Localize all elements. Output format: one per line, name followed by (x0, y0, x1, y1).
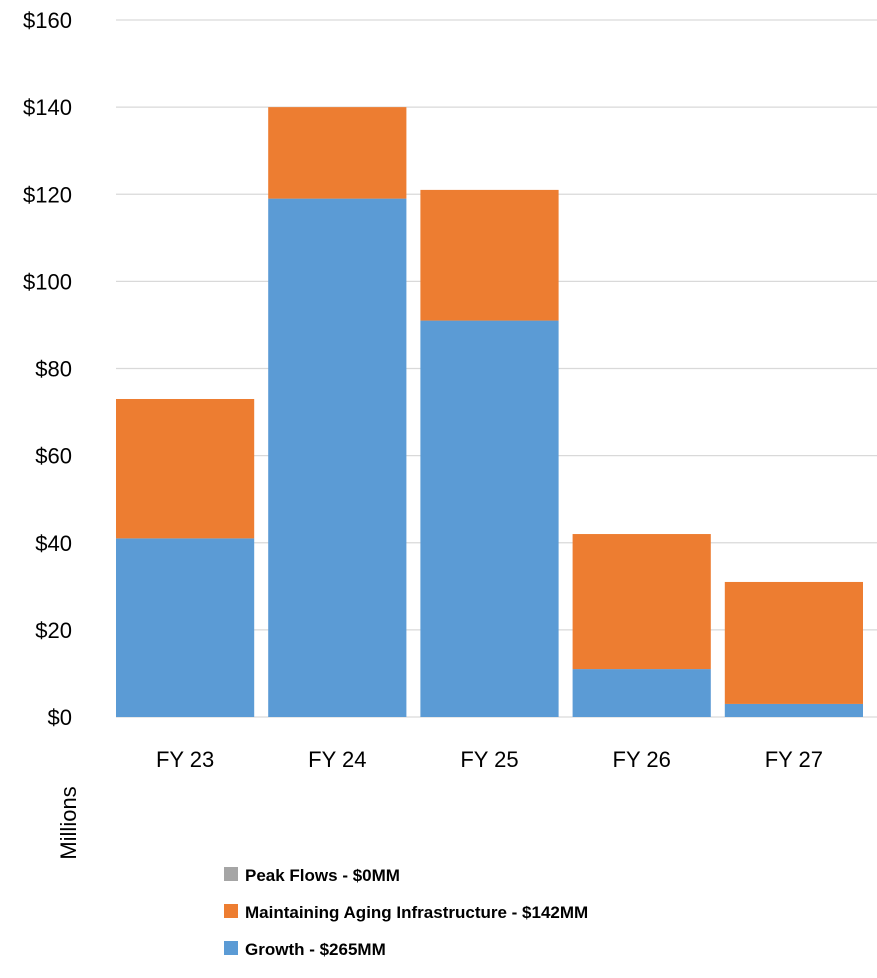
legend-label: Maintaining Aging Infrastructure - $142M… (245, 903, 588, 922)
bar-segment (572, 669, 711, 717)
y-tick-label: $140 (23, 95, 72, 120)
legend-swatch (224, 867, 238, 881)
legend-label: Peak Flows - $0MM (245, 866, 400, 885)
y-axis-tick-labels: $0 $20 $40 $60 $80 $100 $120 $140 $160 (23, 8, 72, 730)
legend-label: Growth - $265MM (245, 940, 386, 959)
bars (116, 107, 863, 717)
y-tick-label: $20 (35, 618, 72, 643)
legend-swatch (224, 904, 238, 918)
y-tick-label: $100 (23, 269, 72, 294)
x-tick-label: FY 25 (460, 747, 518, 772)
bar-segment (420, 189, 559, 321)
bar-segment (572, 534, 711, 670)
bar-segment (116, 398, 255, 539)
x-tick-label: FY 23 (156, 747, 214, 772)
x-tick-label: FY 24 (308, 747, 366, 772)
y-tick-label: $40 (35, 531, 72, 556)
x-tick-label: FY 26 (613, 747, 671, 772)
bar-segment (420, 320, 559, 717)
legend: Peak Flows - $0MM Maintaining Aging Infra… (224, 866, 588, 959)
y-tick-label: $0 (48, 705, 72, 730)
bar-segment (268, 198, 407, 717)
y-tick-label: $80 (35, 357, 72, 382)
bar-segment (724, 581, 863, 704)
bar-segment (724, 703, 863, 717)
bar-segment (116, 538, 255, 717)
x-tick-label: FY 27 (765, 747, 823, 772)
y-tick-label: $160 (23, 8, 72, 33)
y-tick-label: $120 (23, 182, 72, 207)
y-tick-label: $60 (35, 444, 72, 469)
bar-segment (268, 107, 407, 199)
legend-swatch (224, 941, 238, 955)
y-axis-label: Millions (56, 786, 81, 859)
x-axis-tick-labels: FY 23 FY 24 FY 25 FY 26 FY 27 (156, 747, 823, 772)
